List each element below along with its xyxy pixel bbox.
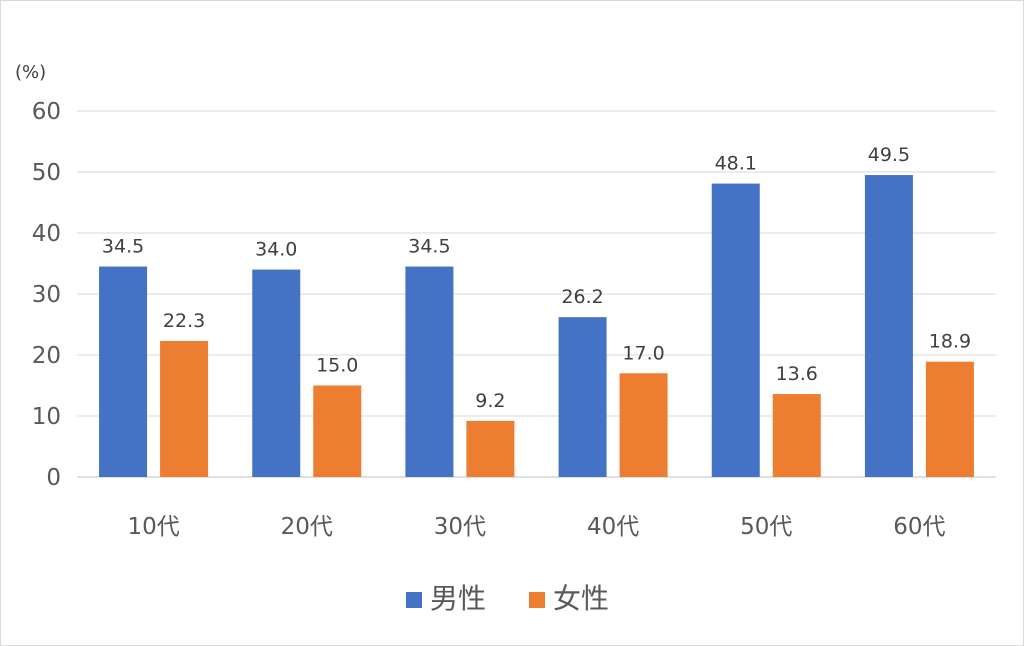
bar: [711, 183, 760, 477]
bar: [925, 361, 974, 477]
data-label: 13.6: [776, 363, 818, 385]
bar: [619, 373, 668, 477]
bar: [772, 394, 821, 477]
y-tick-label: 30: [32, 282, 61, 308]
data-label: 34.0: [255, 239, 297, 261]
x-tick-label: 20代: [281, 514, 333, 540]
legend: 男性 女性: [406, 582, 609, 615]
data-labels: 34.5 22.3 34.0 15.0 34.5 9.2 26.2 17.0 48.1 13.6 4…: [102, 144, 971, 412]
data-label: 26.2: [561, 286, 603, 308]
legend-swatch: [406, 592, 422, 608]
bar: [313, 385, 362, 477]
x-tick-label: 30代: [434, 514, 486, 540]
bar: [405, 266, 454, 477]
legend-swatch: [529, 592, 545, 608]
y-axis: (%) 0 10 20 30 40 50 60: [15, 62, 61, 491]
x-axis: 10代 20代 30代 40代 50代 60代: [127, 514, 945, 540]
data-label: 22.3: [163, 310, 205, 332]
data-label: 49.5: [868, 144, 910, 166]
data-label: 34.5: [408, 236, 450, 258]
y-tick-label: 20: [32, 343, 61, 369]
x-tick-label: 60代: [893, 514, 945, 540]
bars: [99, 175, 974, 478]
bar: [252, 269, 301, 477]
gridlines: [77, 110, 996, 478]
y-tick-label: 0: [46, 465, 61, 491]
data-label: 48.1: [715, 153, 757, 175]
data-label: 18.9: [929, 331, 971, 353]
bar: [466, 420, 515, 477]
y-tick-label: 60: [32, 99, 61, 125]
bar: [160, 340, 209, 477]
data-label: 15.0: [316, 355, 358, 377]
y-tick-label: 50: [32, 160, 61, 186]
legend-label: 男性: [430, 582, 486, 615]
data-label: 17.0: [622, 342, 664, 364]
y-axis-unit-label: (%): [15, 62, 46, 83]
y-tick-label: 10: [32, 404, 61, 430]
data-label: 34.5: [102, 236, 144, 258]
bar: [864, 175, 913, 478]
x-tick-label: 50代: [740, 514, 792, 540]
bar: [558, 317, 607, 477]
x-tick-label: 10代: [127, 514, 179, 540]
y-tick-label: 40: [32, 221, 61, 247]
data-label: 9.2: [475, 390, 505, 412]
legend-label: 女性: [553, 582, 609, 615]
bar: [99, 266, 148, 477]
x-tick-label: 40代: [587, 514, 639, 540]
